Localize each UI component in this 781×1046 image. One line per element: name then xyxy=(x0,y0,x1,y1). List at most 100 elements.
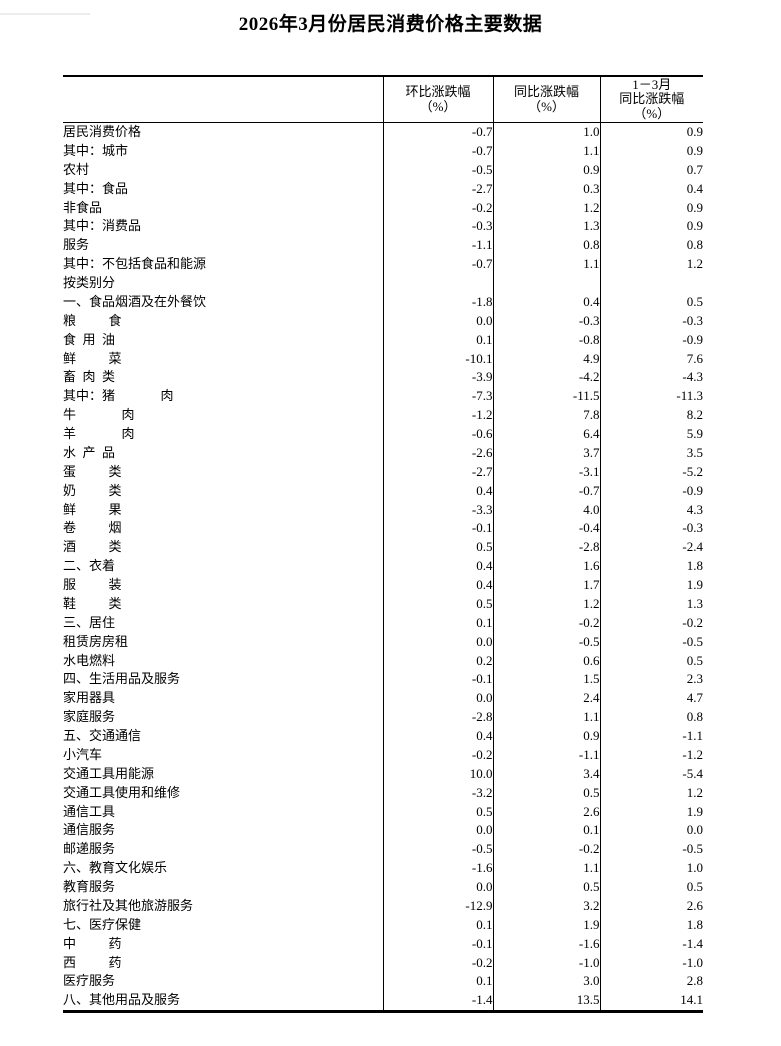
table-row: 交通工具使用和维修 -3.2 0.5 1.2 xyxy=(63,783,703,803)
table-row: 蛋 类 -2.7 -3.1 -5.2 xyxy=(63,462,703,482)
mom-change-cell: -0.2 xyxy=(382,198,493,218)
mom-change-cell: -0.1 xyxy=(382,670,493,690)
table-row: 通信服务 0.0 0.1 0.0 xyxy=(63,821,703,841)
table-row: 西 药 -0.2 -1.0 -1.0 xyxy=(63,953,703,973)
mom-change-cell: 0.4 xyxy=(382,576,493,595)
top-edge-artifact xyxy=(0,13,90,15)
table-row: 服务 -1.1 0.8 0.8 xyxy=(63,236,703,256)
yoy-change-cell: -0.8 xyxy=(492,330,600,350)
table-row: 七、医疗保健 0.1 1.9 1.8 xyxy=(63,915,703,935)
row-label-cell: 奶 类 xyxy=(63,482,122,498)
row-label-cell: 一、食品烟酒及在外餐饮 xyxy=(63,293,207,309)
ytd-yoy-change-cell: 4.3 xyxy=(599,500,703,520)
table-row: 卷 烟 -0.1 -0.4 -0.3 xyxy=(63,519,703,539)
mom-change-cell: 0.4 xyxy=(382,727,493,746)
mom-change-cell: -0.7 xyxy=(382,255,493,274)
mom-change-cell: 0.5 xyxy=(382,594,493,614)
table-row: 非食品 -0.2 1.2 0.9 xyxy=(63,198,703,218)
row-label-cell: 租赁房房租 xyxy=(63,633,129,649)
ytd-yoy-change-cell: -1.4 xyxy=(599,934,703,954)
ytd-yoy-change-cell: 0.5 xyxy=(599,878,703,897)
mom-change-cell: -1.4 xyxy=(382,991,493,1012)
ytd-yoy-change-cell: -0.9 xyxy=(599,330,703,350)
yoy-change-cell: 1.5 xyxy=(492,670,600,690)
row-label-cell: 其中：城市 xyxy=(63,142,129,158)
row-label-cell: 八、其他用品及服务 xyxy=(63,992,181,1008)
mom-change-header: 环比涨跌幅 （%） xyxy=(382,76,493,123)
yoy-change-cell: 1.9 xyxy=(492,915,600,935)
ytd-yoy-change-cell: 0.0 xyxy=(599,821,703,841)
ytd-yoy-change-cell: 2.8 xyxy=(599,972,703,992)
ytd-yoy-change-cell: -1.1 xyxy=(599,727,703,746)
ytd-yoy-change-cell: 1.8 xyxy=(599,915,703,935)
mom-change-cell: -0.5 xyxy=(382,840,493,860)
mom-change-cell: -2.7 xyxy=(382,179,493,199)
ytd-yoy-change-cell: 1.8 xyxy=(599,557,703,576)
yoy-change-header: 同比涨跌幅 （%） xyxy=(492,76,600,123)
row-label-cell: 医疗服务 xyxy=(63,973,116,989)
yoy-change-cell: 0.5 xyxy=(492,878,600,897)
mom-change-cell: 0.2 xyxy=(382,651,493,671)
table-row: 租赁房房租 0.0 -0.5 -0.5 xyxy=(63,632,703,652)
table-row: 旅行社及其他旅游服务 -12.9 3.2 2.6 xyxy=(63,896,703,916)
row-label-cell: 粮 食 xyxy=(63,312,122,328)
table-body: 居民消费价格 -0.7 1.0 0.9 其中：城市 -0.7 1.1 0.9 农村 -0.5 0.9… xyxy=(63,122,703,1012)
row-label-cell: 邮递服务 xyxy=(63,841,116,857)
mom-change-cell: 0.5 xyxy=(382,802,493,822)
ytd-yoy-change-cell: 1.9 xyxy=(599,802,703,822)
table-row: 其中：猪 肉 -7.3 -11.5 -11.3 xyxy=(63,387,703,407)
mom-change-cell: 0.4 xyxy=(382,557,493,576)
mom-change-cell: -3.2 xyxy=(382,783,493,803)
row-label-cell: 牛 肉 xyxy=(63,407,135,423)
page-title: 2026年3月份居民消费价格主要数据 xyxy=(238,14,543,35)
mom-change-cell: -3.3 xyxy=(382,500,493,520)
ytd-yoy-change-cell: 8.2 xyxy=(599,406,703,425)
yoy-change-cell: -3.1 xyxy=(492,462,600,482)
yoy-change-cell: 0.8 xyxy=(492,236,600,256)
ytd-yoy-change-cell: -0.3 xyxy=(599,311,703,331)
yoy-change-cell: -0.2 xyxy=(492,840,600,860)
yoy-change-cell: 6.4 xyxy=(492,425,600,444)
table-row: 服 装 0.4 1.7 1.9 xyxy=(63,576,703,595)
row-label-cell: 二、衣着 xyxy=(63,558,116,574)
yoy-change-cell: 0.9 xyxy=(492,727,600,746)
ytd-yoy-change-cell: -0.9 xyxy=(599,481,703,501)
ytd-yoy-change-cell: 0.9 xyxy=(599,122,703,142)
mom-change-cell: -0.2 xyxy=(382,745,493,765)
table-row: 三、居住 0.1 -0.2 -0.2 xyxy=(63,613,703,633)
yoy-change-cell: 0.6 xyxy=(492,651,600,671)
table-row: 粮 食 0.0 -0.3 -0.3 xyxy=(63,311,703,331)
yoy-change-cell: 1.7 xyxy=(492,576,600,595)
ytd-yoy-change-cell: -5.2 xyxy=(599,462,703,482)
mom-change-cell: 0.1 xyxy=(382,613,493,633)
row-label-cell: 鲜 菜 xyxy=(63,350,122,366)
row-label-cell: 非食品 xyxy=(63,199,103,215)
ytd-yoy-change-header: 1－3月 同比涨跌幅 （%） xyxy=(599,76,703,123)
table-row: 水电燃料 0.2 0.6 0.5 xyxy=(63,651,703,671)
ytd-yoy-change-cell: -0.3 xyxy=(599,519,703,539)
mom-change-cell: 0.0 xyxy=(382,878,493,897)
yoy-change-cell: 2.6 xyxy=(492,802,600,822)
ytd-yoy-change-cell: 0.5 xyxy=(599,292,703,312)
yoy-change-cell: 1.1 xyxy=(492,859,600,878)
row-label-cell: 交通工具用能源 xyxy=(63,765,155,781)
yoy-change-cell: -0.2 xyxy=(492,613,600,633)
yoy-change-cell: -0.5 xyxy=(492,632,600,652)
row-label-cell: 食 用 油 xyxy=(63,331,116,347)
row-label-cell: 通信服务 xyxy=(63,822,116,838)
ytd-yoy-change-cell: 14.1 xyxy=(599,991,703,1012)
table-row: 农村 -0.5 0.9 0.7 xyxy=(63,160,703,180)
row-label-cell: 交通工具使用和维修 xyxy=(63,784,181,800)
yoy-change-cell: 1.1 xyxy=(492,708,600,727)
row-label-cell: 按类别分 xyxy=(63,275,116,290)
mom-change-cell: -2.6 xyxy=(382,443,493,463)
yoy-change-cell: 1.0 xyxy=(492,122,600,142)
ytd-yoy-change-cell: -5.4 xyxy=(599,764,703,784)
table-row: 一、食品烟酒及在外餐饮 -1.8 0.4 0.5 xyxy=(63,292,703,312)
table-row: 交通工具用能源 10.0 3.4 -5.4 xyxy=(63,764,703,784)
yoy-change-cell xyxy=(492,274,600,293)
mom-change-cell: 10.0 xyxy=(382,764,493,784)
table-row: 其中：不包括食品和能源 -0.7 1.1 1.2 xyxy=(63,255,703,274)
yoy-change-cell: 0.9 xyxy=(492,160,600,180)
mom-change-cell: -2.8 xyxy=(382,708,493,727)
